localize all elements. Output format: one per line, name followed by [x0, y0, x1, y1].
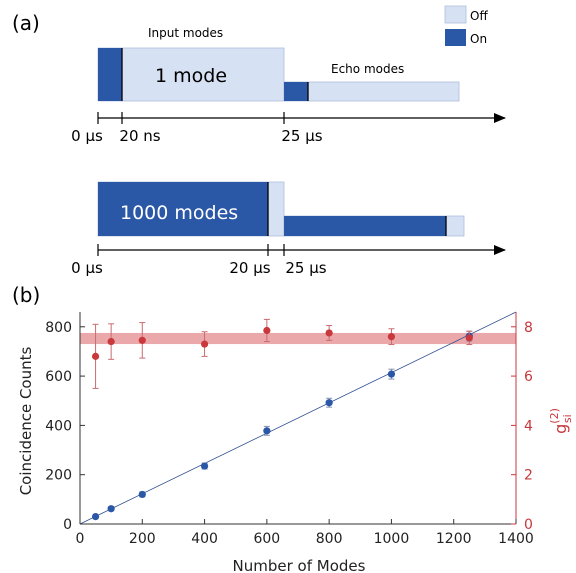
panel-b-label: (b) — [12, 283, 40, 307]
legend-off-label: Off — [470, 9, 488, 23]
linear-fit-line — [79, 311, 517, 525]
y2-axis-label: g(2)si — [548, 408, 574, 434]
counts-point-5 — [325, 399, 333, 407]
input-window-off — [97, 47, 285, 102]
x-tick-label-0: 0 — [76, 531, 85, 547]
x-tick-label-3: 600 — [253, 531, 280, 547]
x-tick-label-1: 200 — [129, 531, 156, 547]
g2-point-3 — [200, 340, 209, 348]
legend-off-swatch — [444, 5, 467, 24]
g2-point-0 — [91, 352, 100, 360]
g2-point-6 — [387, 333, 396, 341]
counts-point-0 — [91, 513, 100, 521]
y2-axis-label-sup: (2) — [548, 408, 561, 424]
y-tick-label-3: 600 — [45, 369, 72, 385]
tick-label-bottom-0: 0 μs — [71, 259, 103, 277]
y2-axis-label-sub: si — [561, 414, 574, 423]
panel-a-label: (a) — [12, 11, 40, 35]
input-pulse-on — [98, 48, 122, 101]
echo-window-off — [283, 81, 460, 102]
y2-tick-label-2: 4 — [524, 418, 533, 434]
multi-mode-diagram: 1000 modes 0 μs 20 μs 25 μs — [71, 181, 506, 277]
input-pulses-on-1000 — [98, 182, 268, 236]
tick-label-top-25us: 25 μs — [281, 127, 322, 145]
legend-on-label: On — [470, 32, 487, 46]
y-tick-label-0: 0 — [63, 517, 72, 533]
x-tick-label-6: 1200 — [436, 531, 472, 547]
y2-tick-label-0: 0 — [524, 517, 533, 533]
tick-label-bottom-25us: 25 μs — [285, 259, 326, 277]
echo-pulses-on-1000 — [284, 216, 446, 236]
echo-pulse-on — [284, 82, 308, 101]
x-tick-label-5: 1000 — [374, 531, 410, 547]
y-tick-label-2: 400 — [45, 418, 72, 434]
tick-label-top-0: 0 μs — [71, 127, 103, 145]
g2-mean-band — [80, 332, 516, 345]
g2-point-1 — [107, 337, 115, 346]
counts-point-2 — [138, 490, 146, 499]
legend: Off On — [444, 5, 488, 46]
single-mode-label: 1 mode — [155, 65, 227, 87]
legend-on-swatch — [445, 29, 466, 46]
counts-point-3 — [200, 462, 209, 470]
tick-label-bottom-20us: 20 μs — [229, 259, 270, 277]
panel-b: (b) 0 200 400 600 800 1000 1200 140002004006008… — [12, 283, 574, 573]
single-mode-diagram: Input modes 1 mode Echo modes 0 μs 20 ns… — [71, 26, 506, 145]
counts-point-4 — [263, 427, 271, 435]
panel-a: (a) Off On Input modes 1 mode Echo modes… — [12, 5, 506, 277]
y-tick-label-1: 200 — [45, 468, 72, 484]
x-axis-label: Number of Modes — [233, 557, 366, 573]
y2-tick-label-4: 8 — [524, 320, 533, 336]
x-tick-label-4: 800 — [316, 531, 343, 547]
chart-plot: 0 200 400 600 800 1000 1200 1400020040060080002… — [45, 311, 534, 547]
y-axis-label: Coincidence Counts — [17, 347, 35, 496]
counts-point-1 — [107, 505, 115, 513]
y2-tick-label-3: 6 — [524, 369, 533, 385]
y2-axis-label-main: g — [551, 424, 570, 434]
g2-point-2 — [138, 336, 146, 344]
input-modes-title: Input modes — [148, 26, 223, 40]
g2-point-7 — [465, 334, 473, 342]
x-tick-label-7: 1400 — [498, 531, 534, 547]
multi-mode-label: 1000 modes — [120, 202, 238, 224]
y2-tick-label-1: 2 — [524, 468, 533, 484]
echo-modes-title: Echo modes — [331, 62, 404, 76]
tick-label-top-20ns: 20 ns — [119, 127, 160, 145]
y-tick-label-4: 800 — [45, 320, 72, 336]
g2-point-4 — [263, 326, 271, 335]
g2-point-5 — [325, 329, 333, 337]
counts-point-6 — [387, 370, 396, 378]
x-tick-label-2: 400 — [191, 531, 218, 547]
